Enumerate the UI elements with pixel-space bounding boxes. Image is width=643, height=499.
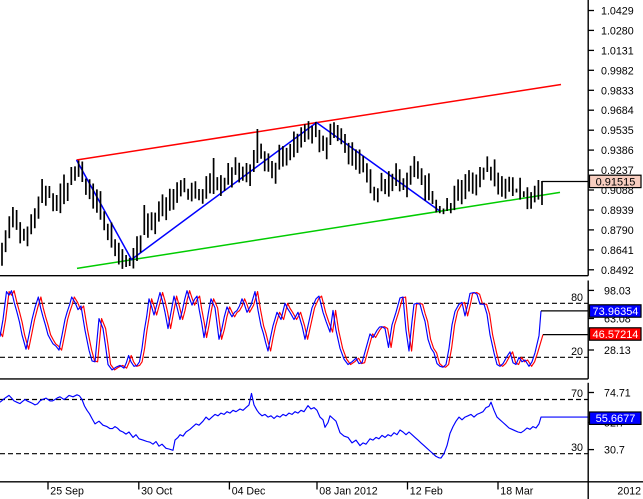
svg-text:46.57214: 46.57214 — [593, 329, 639, 341]
svg-text:18 Mar: 18 Mar — [500, 486, 533, 498]
svg-text:30 Oct: 30 Oct — [141, 486, 172, 498]
svg-text:04 Dec: 04 Dec — [232, 486, 266, 498]
svg-text:12 Feb: 12 Feb — [410, 486, 443, 498]
svg-text:28.13: 28.13 — [604, 345, 631, 357]
svg-text:1.0131: 1.0131 — [601, 45, 634, 57]
svg-text:0.9386: 0.9386 — [601, 145, 634, 157]
svg-text:0.9833: 0.9833 — [601, 85, 634, 97]
svg-text:0.8939: 0.8939 — [601, 205, 634, 217]
svg-text:0.8492: 0.8492 — [601, 265, 634, 277]
svg-text:2012: 2012 — [617, 486, 641, 498]
svg-text:0.9684: 0.9684 — [601, 105, 634, 117]
svg-text:30: 30 — [571, 442, 583, 454]
svg-text:0.91515: 0.91515 — [596, 176, 636, 188]
svg-text:55.6677: 55.6677 — [596, 413, 636, 425]
svg-text:25 Sep: 25 Sep — [50, 486, 84, 498]
svg-text:74.71: 74.71 — [604, 388, 631, 400]
svg-text:0.8790: 0.8790 — [601, 225, 634, 237]
svg-text:1.0429: 1.0429 — [601, 6, 634, 18]
svg-text:0.8641: 0.8641 — [601, 245, 634, 257]
svg-text:1.0280: 1.0280 — [601, 26, 634, 38]
svg-text:98.03: 98.03 — [604, 285, 631, 297]
svg-text:0.9237: 0.9237 — [601, 165, 634, 177]
svg-text:0.9982: 0.9982 — [601, 65, 634, 77]
svg-text:73.96354: 73.96354 — [593, 306, 639, 318]
svg-text:80: 80 — [571, 292, 583, 304]
svg-text:08 Jan 2012: 08 Jan 2012 — [319, 486, 377, 498]
svg-text:30.7: 30.7 — [604, 445, 625, 457]
svg-text:0.9535: 0.9535 — [601, 125, 634, 137]
svg-text:70: 70 — [571, 388, 583, 400]
svg-text:20: 20 — [571, 346, 583, 358]
